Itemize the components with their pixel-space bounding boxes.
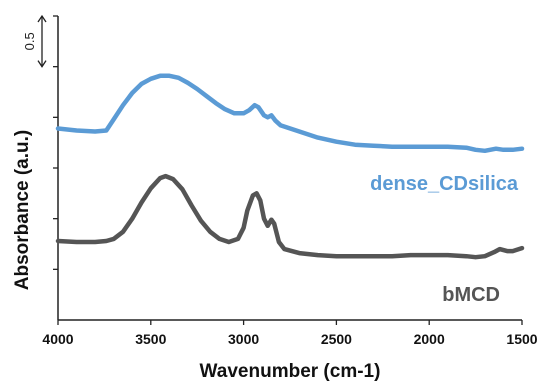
series-label-bmcd: bMCD bbox=[442, 284, 500, 306]
scale-bar: 0.5 bbox=[22, 14, 47, 68]
x-tick-label: 3500 bbox=[135, 331, 166, 347]
series-line-bmcd bbox=[55, 173, 525, 260]
x-tick-label: 2000 bbox=[414, 331, 445, 347]
x-ticks: 4000 3500 3000 2500 2000 1500 bbox=[42, 320, 538, 347]
series-layer bbox=[55, 73, 525, 260]
scale-bar-label: 0.5 bbox=[22, 32, 37, 50]
series-label-dense-cdsilica: dense_CDsilica bbox=[370, 173, 519, 195]
x-axis-title: Wavenumber (cm-1) bbox=[200, 361, 381, 382]
x-tick-label: 3000 bbox=[228, 331, 259, 347]
x-tick-label: 1500 bbox=[506, 331, 537, 347]
series-line-dense-cdsilica bbox=[55, 73, 525, 154]
x-tick-label: 4000 bbox=[42, 331, 73, 347]
y-ticks bbox=[53, 15, 58, 270]
y-axis-title: Absorbance (a.u.) bbox=[12, 130, 33, 290]
axes bbox=[57, 16, 522, 321]
x-tick-label: 2500 bbox=[321, 331, 352, 347]
scale-bar-arrow-bottom bbox=[37, 60, 47, 68]
scale-bar-arrow-top bbox=[37, 14, 47, 23]
